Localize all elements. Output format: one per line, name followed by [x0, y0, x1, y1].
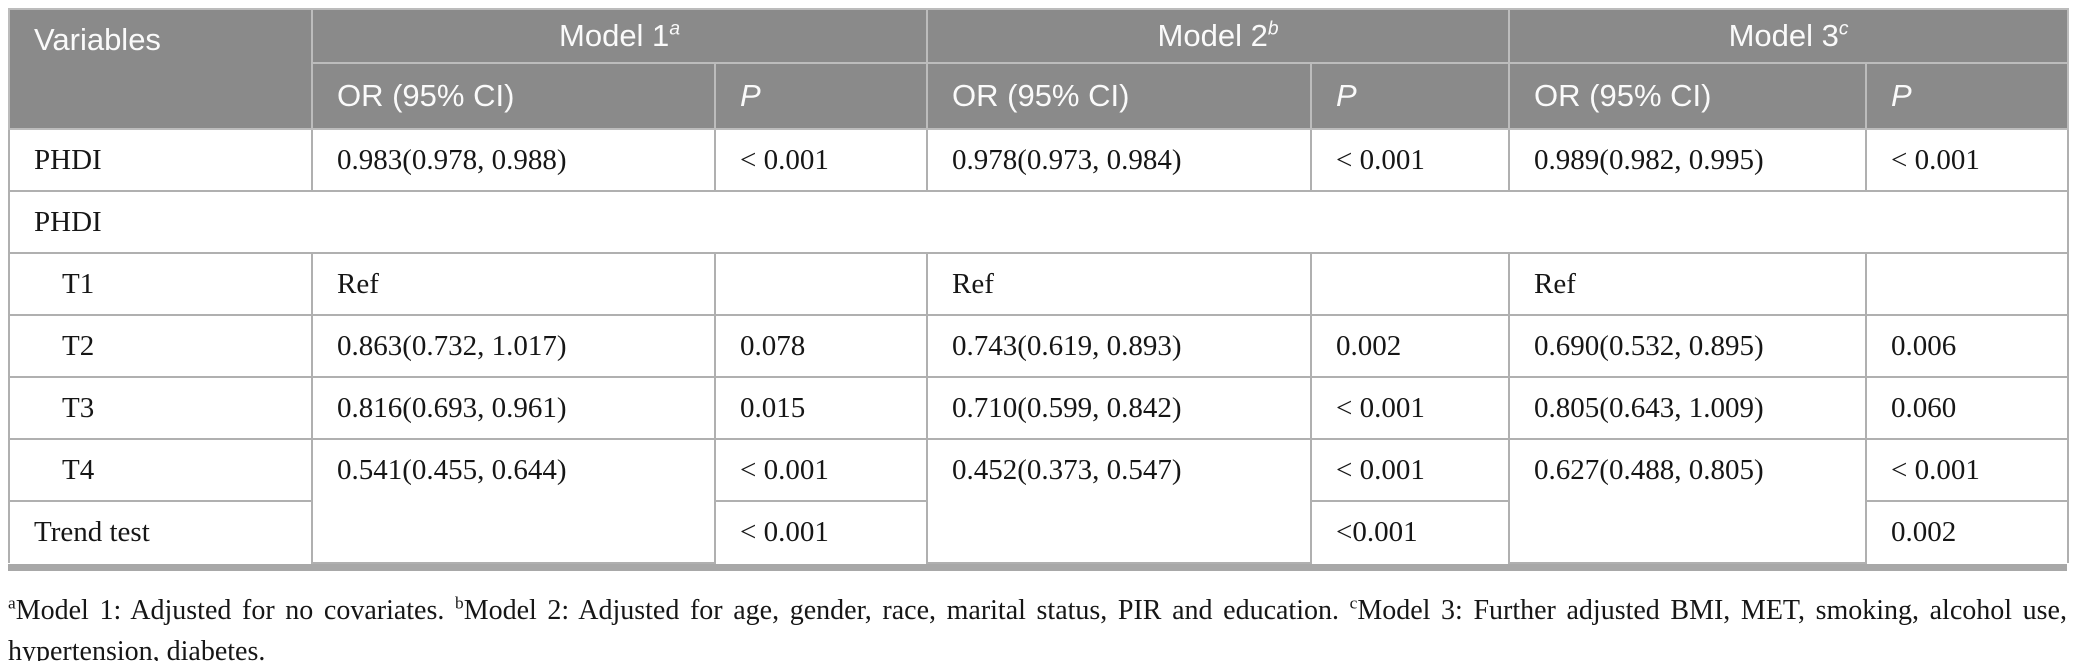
footnote-model-2: bModel 2: Adjusted for age, gender, race…	[455, 594, 1350, 627]
footnote-model-3: cModel 3: Further adjusted BMI, MET, smo…	[8, 594, 2067, 661]
model-3-label: Model 3	[1728, 18, 1839, 53]
p-cell: < 0.001	[1865, 438, 2070, 502]
header-p-model-2: P	[1310, 62, 1511, 130]
footnote-superscript-c: c	[1349, 594, 1358, 613]
header-model-2: Model 2b	[926, 8, 1511, 64]
header-model-3: Model 3c	[1508, 8, 2070, 64]
header-p-model-3: P	[1865, 62, 2070, 130]
table-row: T2 0.863(0.732, 1.017) 0.078 0.743(0.619, 0…	[8, 314, 2070, 378]
table-row: T3 0.816(0.693, 0.961) 0.015 0.710(0.599, 0…	[8, 376, 2070, 440]
footnote-text-model-2: Model 2: Adjusted for age, gender, race,…	[463, 595, 1350, 627]
table-bottom-border	[8, 564, 2067, 571]
row-label: Trend test	[8, 500, 313, 563]
or-cell: 0.816(0.693, 0.961)	[311, 376, 716, 440]
p-cell	[1310, 252, 1511, 316]
or-cell: Ref	[1508, 252, 1868, 316]
or-cell: 0.710(0.599, 0.842)	[926, 376, 1313, 440]
p-cell: < 0.001	[1310, 438, 1511, 502]
p-cell: 0.006	[1865, 314, 2070, 378]
p-cell: <0.001	[1310, 500, 1511, 563]
model-2-superscript: b	[1267, 18, 1279, 40]
header-or-model-1: OR (95% CI)	[311, 62, 716, 130]
or-cell: 0.863(0.732, 1.017)	[311, 314, 716, 378]
p-cell: < 0.001	[713, 500, 929, 563]
or-cell: 0.452(0.373, 0.547)	[926, 438, 1313, 564]
p-cell: 0.002	[1310, 314, 1511, 378]
model-1-label: Model 1	[559, 18, 670, 53]
header-p-model-1: P	[713, 62, 929, 130]
p-cell: < 0.001	[713, 438, 929, 502]
p-cell: < 0.001	[1310, 128, 1511, 192]
p-cell	[713, 252, 929, 316]
header-model-1: Model 1a	[310, 8, 929, 64]
model-1-superscript: a	[669, 18, 680, 40]
results-table-container: Variables Model 1a Model 2b Model 3c OR …	[7, 8, 2070, 571]
or-cell: 0.989(0.982, 0.995)	[1508, 128, 1868, 192]
header-row-measures: OR (95% CI) P OR (95% CI) P OR (95% CI) …	[9, 62, 2070, 130]
table-row: PHDI	[7, 190, 2070, 254]
row-label: PHDI	[7, 190, 2070, 254]
or-cell: 0.541(0.455, 0.644)	[311, 438, 716, 564]
p-cell: 0.002	[1865, 500, 2070, 563]
p-cell	[1865, 252, 2070, 316]
p-cell: 0.015	[713, 376, 929, 440]
header-or-model-3: OR (95% CI)	[1508, 62, 1868, 130]
table-row: T1 Ref Ref Ref	[8, 252, 2070, 316]
p-cell: 0.060	[1865, 376, 2070, 440]
row-label: PHDI	[8, 128, 313, 192]
results-table: Variables Model 1a Model 2b Model 3c OR …	[7, 8, 2070, 564]
table-row: Trend test < 0.001 <0.001 0.002	[8, 500, 2070, 563]
footnote-text-model-3: Model 3: Further adjusted BMI, MET, smok…	[8, 595, 2067, 661]
table-row: PHDI 0.983(0.978, 0.988) < 0.001 0.978(0.97…	[8, 128, 2070, 192]
header-variables: Variables	[8, 8, 313, 130]
footnote-superscript-b: b	[455, 594, 464, 613]
p-cell: < 0.001	[1310, 376, 1511, 440]
row-label: T3	[8, 376, 313, 440]
header-row-models: Variables Model 1a Model 2b Model 3c	[8, 8, 2070, 130]
row-label: T1	[8, 252, 313, 316]
model-2-label: Model 2	[1157, 18, 1268, 53]
or-cell: 0.627(0.488, 0.805)	[1508, 438, 1868, 564]
or-cell: 0.743(0.619, 0.893)	[926, 314, 1313, 378]
p-cell: 0.078	[713, 314, 929, 378]
header-or-model-2: OR (95% CI)	[926, 62, 1313, 130]
footnote-superscript-a: a	[8, 594, 16, 613]
or-cell: Ref	[311, 252, 716, 316]
model-3-superscript: c	[1838, 18, 1849, 40]
or-cell: 0.983(0.978, 0.988)	[311, 128, 716, 192]
table-footnote: aModel 1: Adjusted for no covariates. bM…	[8, 591, 2067, 661]
footnote-model-1: aModel 1: Adjusted for no covariates.	[8, 594, 455, 627]
footnote-text-model-1: Model 1: Adjusted for no covariates.	[15, 595, 455, 627]
or-cell: 0.978(0.973, 0.984)	[926, 128, 1313, 192]
p-cell: < 0.001	[713, 128, 929, 192]
row-label: T2	[8, 314, 313, 378]
or-cell: Ref	[926, 252, 1313, 316]
p-cell: < 0.001	[1865, 128, 2070, 192]
or-cell: 0.805(0.643, 1.009)	[1508, 376, 1868, 440]
table-row: T4 0.541(0.455, 0.644) < 0.001 0.452(0.373,…	[8, 438, 2070, 564]
row-label: T4	[8, 438, 313, 502]
or-cell: 0.690(0.532, 0.895)	[1508, 314, 1868, 378]
